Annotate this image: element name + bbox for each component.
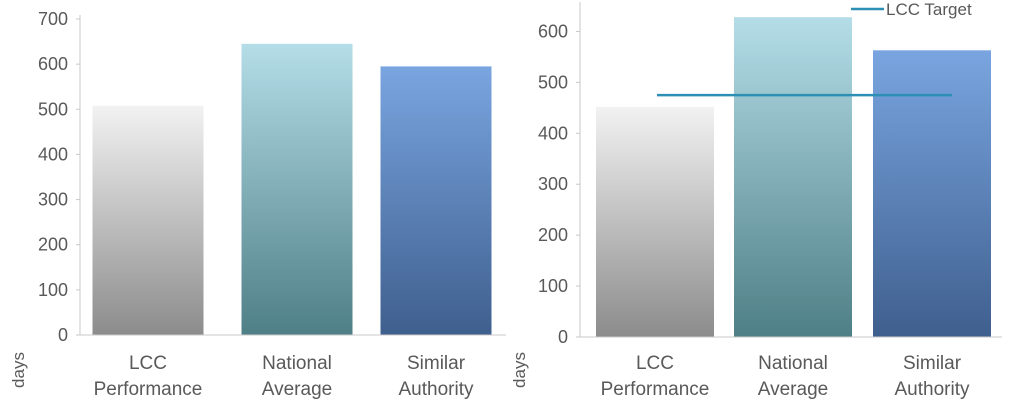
- y-tick-label: 400: [38, 144, 68, 164]
- y-tick-label: 600: [538, 21, 568, 41]
- y-tick-label: 100: [38, 280, 68, 300]
- bar-1-1: [92, 105, 204, 335]
- bar-1-2: [241, 43, 353, 335]
- y-tick-label: 700: [38, 9, 68, 29]
- bar-2-2: [734, 17, 852, 338]
- y-tick-label: 300: [538, 174, 568, 194]
- y-tick-label: 300: [38, 190, 68, 210]
- x-category-label: Similar Authority: [895, 353, 970, 400]
- x-category-label: National Average: [262, 353, 332, 400]
- x-category-label: National Average: [758, 353, 828, 400]
- y-tick-label: 500: [538, 72, 568, 92]
- x-category-label: LCC Performance: [601, 353, 710, 400]
- legend-label: LCC Target: [886, 0, 972, 19]
- y-axis-label: days: [9, 352, 28, 388]
- bar-2-3: [873, 50, 991, 338]
- bar-2-1: [596, 106, 714, 337]
- y-tick-label: 200: [38, 235, 68, 255]
- x-category-label: Similar Authority: [399, 353, 474, 400]
- y-axis-label: days: [510, 352, 529, 388]
- y-tick-label: 0: [58, 325, 68, 345]
- y-tick-label: 400: [538, 123, 568, 143]
- y-tick-label: 500: [38, 99, 68, 119]
- y-tick-label: 200: [538, 225, 568, 245]
- y-tick-label: 600: [38, 54, 68, 74]
- y-tick-label: 0: [558, 327, 568, 347]
- bar-1-3: [380, 66, 492, 336]
- y-tick-label: 100: [538, 276, 568, 296]
- x-category-label: LCC Performance: [94, 353, 203, 400]
